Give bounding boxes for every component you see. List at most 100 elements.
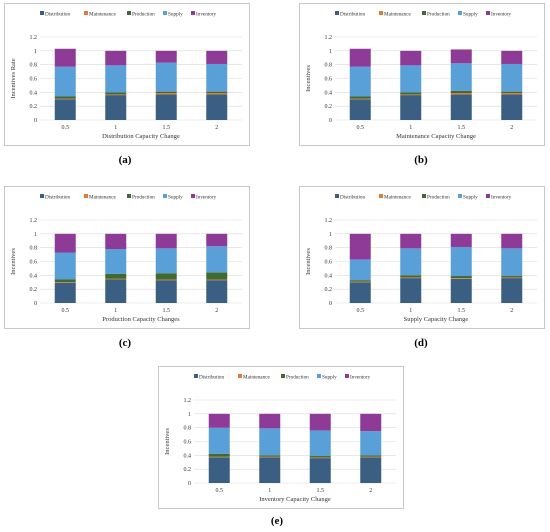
y-axis-label: Incentives [10, 248, 17, 275]
bar-segment-distribution [105, 279, 127, 303]
legend-swatch-supply [458, 194, 462, 198]
legend-label-production: Production [427, 195, 450, 201]
x-tick-label: 2 [510, 308, 513, 314]
x-tick-label: 1 [409, 125, 412, 131]
bar-segment-inventory [400, 233, 422, 249]
legend-label-supply: Supply [168, 12, 183, 18]
y-tick-label: 1.2 [325, 218, 333, 224]
x-tick-label: 1 [114, 125, 117, 131]
bar-segment-inventory [105, 233, 127, 250]
x-tick-label: 0.5 [216, 488, 224, 494]
bar-segment-maintenance [360, 456, 382, 458]
legend-label-production: Production [132, 195, 155, 201]
bar-segment-inventory [208, 413, 230, 428]
x-tick-label: 1.5 [163, 125, 171, 131]
x-tick-label: 1.5 [163, 308, 171, 314]
bar-segment-supply [206, 246, 228, 273]
bar-segment-maintenance [208, 456, 230, 458]
bar-segment-distribution [360, 457, 382, 483]
y-tick-label: 1 [329, 232, 332, 238]
x-tick-label: 2 [369, 488, 372, 494]
legend-label-maintenance: Maintenance [89, 12, 116, 18]
bar-segment-supply [208, 427, 230, 454]
legend-label-maintenance: Maintenance [89, 195, 116, 201]
chart-svg: Distribution Maintenance Production Supply I… [4, 3, 250, 146]
y-tick-label: 0.8 [30, 246, 38, 252]
y-tick-label: 0.2 [325, 287, 333, 293]
bar-segment-supply [155, 62, 177, 92]
bar-segment-production [450, 276, 472, 279]
bar-segment-distribution [501, 278, 523, 303]
bar-segment-production [206, 272, 228, 280]
legend-label-inventory: Inventory [350, 375, 371, 381]
legend-swatch-maintenance [379, 194, 383, 198]
bar-segment-maintenance [54, 98, 76, 100]
caption-a: (a) [118, 154, 132, 166]
bar-segment-supply [450, 246, 472, 277]
legend-label-distribution: Distribution [45, 12, 70, 18]
legend-label-production: Production [132, 12, 155, 18]
chart-svg: Distribution Maintenance Production Supply I… [158, 366, 404, 509]
bar-segment-distribution [54, 99, 76, 120]
legend-label-supply: Supply [463, 12, 478, 18]
bar-segment-inventory [105, 50, 127, 66]
bar-segment-supply [105, 249, 127, 274]
legend-swatch-inventory [191, 194, 195, 198]
legend-swatch-inventory [345, 374, 349, 378]
bar-segment-inventory [501, 233, 523, 249]
bar-segment-maintenance [450, 278, 472, 279]
caption-d: (d) [414, 337, 428, 349]
legend-label-inventory: Inventory [196, 12, 217, 18]
bar-segment-supply [349, 66, 371, 97]
legend-swatch-supply [317, 374, 321, 378]
legend-label-supply: Supply [322, 375, 337, 381]
bar-segment-supply [360, 431, 382, 456]
bar-segment-maintenance [105, 278, 127, 280]
bar-segment-distribution [155, 280, 177, 303]
y-tick-label: 0.8 [325, 246, 333, 252]
bar-segment-production [54, 96, 76, 99]
bar-segment-production [155, 91, 177, 94]
x-tick-label: 1 [268, 488, 271, 494]
bar-segment-maintenance [450, 93, 472, 95]
chart-svg: Distribution Maintenance Production Supply I… [299, 3, 545, 146]
bar-segment-inventory [450, 233, 472, 247]
bar-segment-supply [501, 63, 523, 92]
chart-panel-a: Distribution Maintenance Production Supply I… [4, 3, 250, 146]
bar-segment-inventory [54, 48, 76, 67]
legend-label-distribution: Distribution [45, 195, 70, 201]
legend-swatch-production [422, 11, 426, 15]
x-tick-label: 1.5 [458, 308, 466, 314]
y-tick-label: 0.2 [30, 287, 38, 293]
x-axis-label: Supply Capacity Change [404, 316, 469, 323]
bar-segment-production [450, 90, 472, 94]
bar-segment-supply [400, 65, 422, 93]
bar-segment-inventory [501, 50, 523, 64]
bar-segment-distribution [349, 99, 371, 120]
y-tick-label: 1 [329, 49, 332, 55]
y-tick-label: 0.6 [30, 77, 38, 83]
legend-swatch-production [281, 374, 285, 378]
bar-segment-distribution [54, 282, 76, 303]
bar-segment-production [360, 455, 382, 457]
y-tick-label: 0.2 [30, 104, 38, 110]
y-tick-label: 0.4 [184, 453, 192, 459]
legend-label-production: Production [427, 12, 450, 18]
bar-segment-supply [105, 65, 127, 93]
legend-swatch-production [127, 11, 131, 15]
bar-segment-maintenance [400, 94, 422, 96]
legend: Distribution Maintenance Production Supply I… [40, 194, 217, 201]
legend-label-distribution: Distribution [340, 195, 365, 201]
legend-label-production: Production [286, 375, 309, 381]
legend-swatch-supply [163, 194, 167, 198]
legend-swatch-production [127, 194, 131, 198]
bar-segment-inventory [349, 233, 371, 260]
x-axis-label: Production Capacity Changes [102, 316, 180, 323]
legend: Distribution Maintenance Production Supply I… [335, 194, 512, 201]
x-tick-label: 1.5 [458, 125, 466, 131]
x-tick-label: 0.5 [357, 308, 365, 314]
y-tick-label: 1.2 [30, 35, 38, 41]
bar-segment-production [105, 273, 127, 279]
bar-segment-maintenance [309, 457, 331, 459]
y-tick-label: 1.2 [30, 218, 38, 224]
